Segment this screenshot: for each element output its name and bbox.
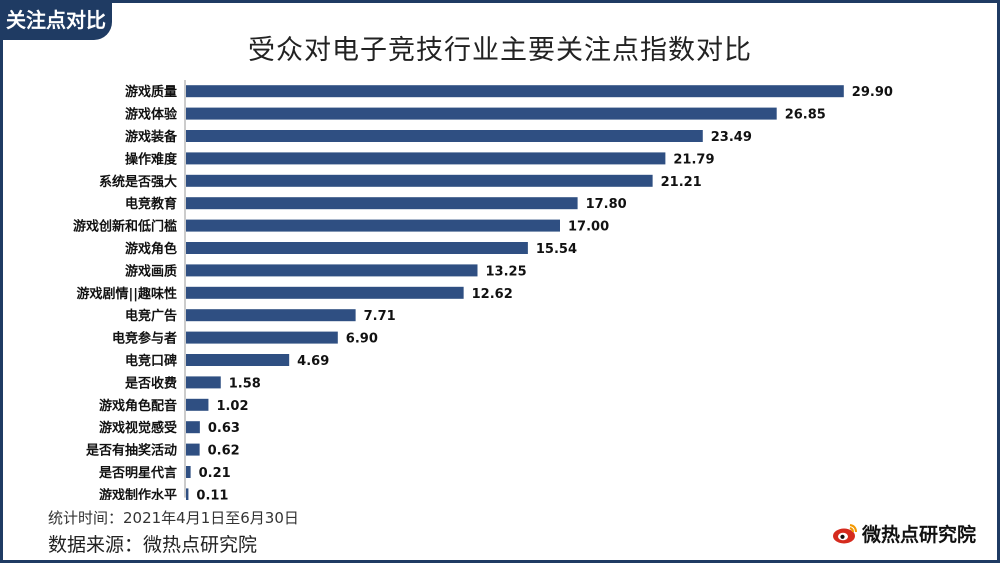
category-label: 游戏角色 [125, 241, 177, 257]
value-label: 1.58 [229, 376, 261, 391]
bar [186, 152, 666, 165]
value-label: 4.69 [297, 354, 329, 369]
value-label: 17.80 [586, 197, 627, 212]
bar [186, 85, 844, 98]
bar [186, 130, 703, 142]
value-label: 13.25 [486, 264, 527, 279]
category-label: 是否明星代言 [98, 465, 177, 481]
value-label: 7.71 [364, 309, 396, 324]
bar [186, 286, 464, 299]
section-tag: 关注点对比 [0, 0, 112, 40]
bar [186, 107, 777, 120]
bar [186, 174, 653, 187]
value-label: 15.54 [536, 242, 577, 257]
category-label: 游戏创新和低门槛 [73, 219, 177, 235]
value-label: 26.85 [785, 108, 826, 123]
bar [186, 376, 221, 389]
category-label: 电竞教育 [125, 196, 177, 212]
category-label: 游戏剧情||趣味性 [77, 286, 178, 302]
bar [186, 488, 189, 500]
category-label: 游戏视觉感受 [99, 420, 177, 436]
weibo-eye-logo-icon [832, 523, 857, 543]
category-label: 游戏体验 [125, 107, 178, 123]
period-note: 统计时间：2021年4月1日至6月30日 [48, 509, 299, 527]
category-label: 电竞参与者 [112, 331, 177, 347]
bar [186, 421, 200, 434]
bar [186, 331, 338, 344]
category-label: 游戏画质 [125, 263, 177, 279]
category-label: 是否有抽奖活动 [85, 443, 177, 459]
category-label: 电竞广告 [125, 308, 177, 324]
value-label: 0.63 [208, 421, 240, 436]
bar [186, 242, 528, 254]
bar [186, 443, 200, 456]
category-label: 游戏质量 [125, 84, 177, 100]
bar [186, 264, 478, 277]
bar-chart: 游戏质量 29.90 游戏体验 26.85 游戏装备 23.49 操作难度 21.79 系统是否… [73, 80, 893, 500]
source-note: 数据来源：微热点研究院 [48, 534, 258, 556]
category-label: 游戏角色配音 [99, 398, 177, 414]
bar [186, 466, 191, 478]
category-label: 操作难度 [125, 151, 178, 167]
bar [186, 197, 578, 210]
category-label: 电竞口碑 [125, 353, 177, 369]
value-label: 0.62 [208, 444, 240, 459]
category-label: 游戏制作水平 [99, 487, 177, 500]
bar [186, 398, 209, 411]
value-label: 29.90 [852, 85, 893, 100]
value-label: 21.21 [661, 175, 702, 190]
value-label: 6.90 [346, 332, 378, 347]
bar [186, 354, 290, 366]
bar [186, 219, 560, 232]
brand: 微热点研究院 [832, 520, 976, 547]
bar [186, 309, 356, 322]
category-label: 是否收费 [124, 375, 177, 391]
category-label: 系统是否强大 [99, 174, 177, 190]
value-label: 0.21 [199, 466, 231, 481]
brand-text: 微热点研究院 [861, 524, 976, 546]
value-label: 23.49 [711, 130, 752, 145]
value-label: 17.00 [568, 220, 609, 235]
category-label: 游戏装备 [125, 129, 178, 145]
value-label: 12.62 [472, 287, 513, 302]
value-label: 0.11 [196, 488, 228, 500]
value-label: 1.02 [216, 399, 248, 414]
chart-title: 受众对电子竞技行业主要关注点指数对比 [248, 35, 752, 66]
value-label: 21.79 [673, 152, 714, 167]
